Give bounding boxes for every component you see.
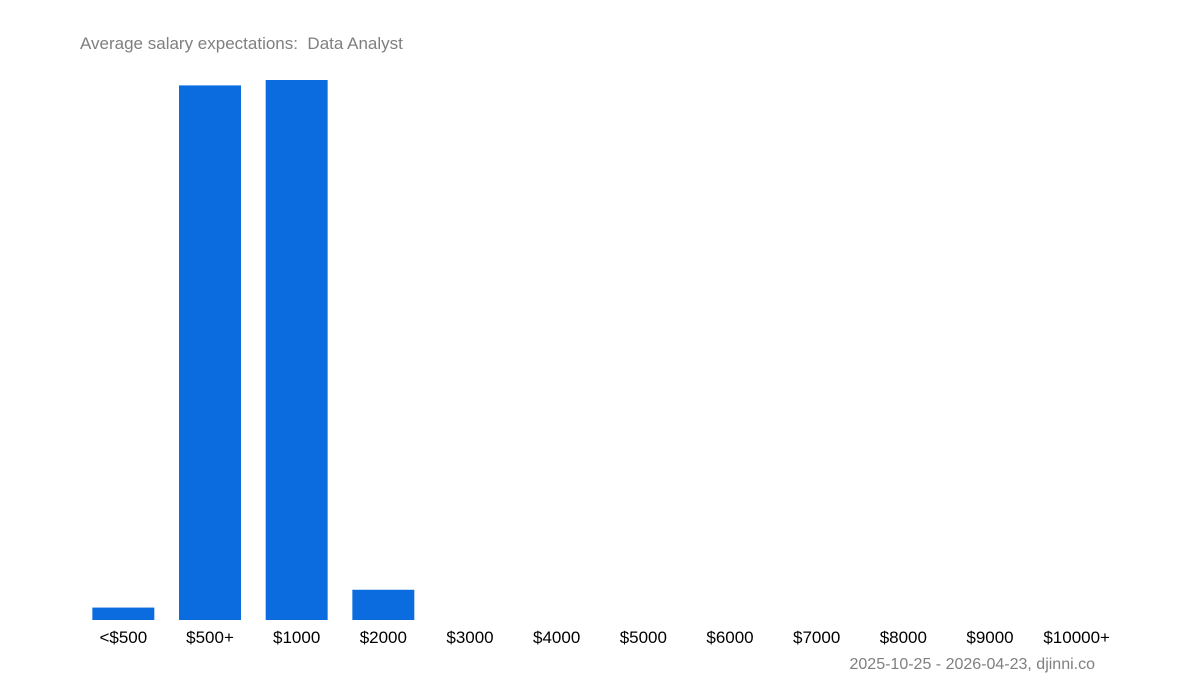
x-tick-label: $3000 (446, 628, 493, 647)
x-tick-label: $2000 (360, 628, 407, 647)
x-tick-label: $10000+ (1043, 628, 1110, 647)
x-tick-label: $1000 (273, 628, 320, 647)
footer-note: 2025-10-25 - 2026-04-23, djinni.co (849, 656, 1096, 673)
x-tick-label: $7000 (793, 628, 840, 647)
x-tick-label: $5000 (620, 628, 667, 647)
bar-3 (352, 589, 415, 620)
chart-title: Average salary expectations: Data Analys… (80, 34, 403, 53)
x-axis-tick-labels: <$500 $500+ $1000 $2000 $3000 $4000 $5000 $6000… (99, 628, 1110, 647)
bars-layer (92, 80, 415, 620)
x-tick-label: $9000 (966, 628, 1013, 647)
x-tick-label: $8000 (880, 628, 927, 647)
bar-0 (92, 607, 155, 620)
x-tick-label: <$500 (99, 628, 147, 647)
x-tick-label: $6000 (706, 628, 753, 647)
bar-1 (179, 85, 241, 620)
bar-2 (265, 80, 328, 620)
x-tick-label: $500+ (186, 628, 234, 647)
x-tick-label: $4000 (533, 628, 580, 647)
